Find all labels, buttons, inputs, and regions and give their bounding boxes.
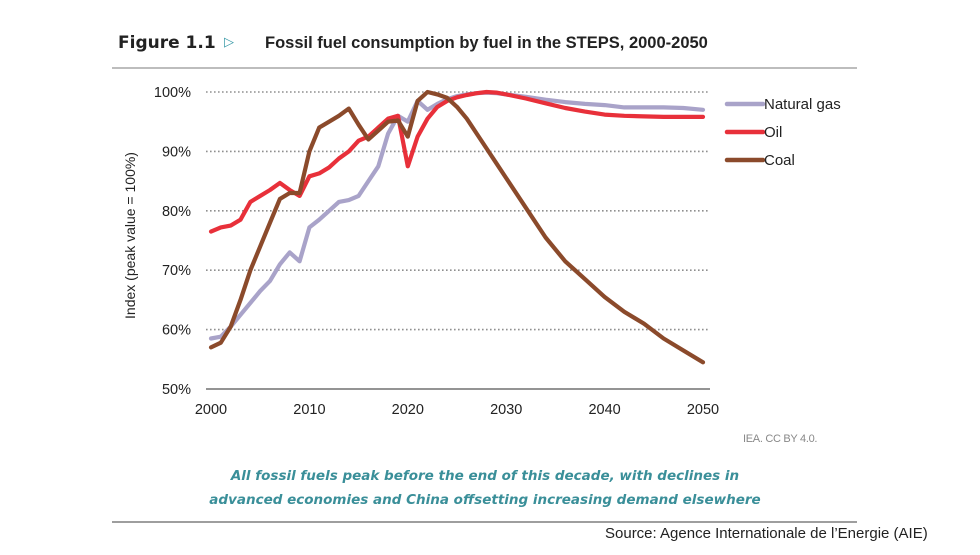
source-text: Source: Agence Internationale de l’Energ… [605, 525, 928, 542]
series-line-natural-gas [208, 90, 706, 341]
x-tick-label: 2020 [392, 402, 424, 418]
series-line-coal [208, 89, 706, 365]
x-tick-label: 2010 [293, 402, 325, 418]
y-tick-label: 90% [162, 144, 191, 160]
legend-label: Oil [764, 124, 782, 141]
y-tick-label: 100% [154, 85, 191, 101]
y-axis-ticks: 50% 60% 70% 80% 90% 100% [154, 85, 191, 398]
x-axis-ticks: 2000 2010 2020 2030 2040 2050 [195, 402, 719, 418]
caption-line-1: All fossil fuels peak before the end of … [230, 468, 740, 484]
x-tick-label: 2050 [687, 402, 719, 418]
x-tick-label: 2040 [588, 402, 620, 418]
caption-line-2: advanced economies and China offsetting … [209, 492, 761, 508]
top-divider [112, 67, 857, 69]
triangle-right-icon: ▷ [224, 35, 234, 50]
x-tick-label: 2030 [490, 402, 522, 418]
figure-title: Fossil fuel consumption by fuel in the S… [265, 34, 708, 52]
x-tick-label: 2000 [195, 402, 227, 418]
series-lines [208, 89, 706, 365]
credit-text: IEA. CC BY 4.0. [743, 433, 818, 445]
legend: Natural gas Oil Coal [724, 96, 841, 169]
y-tick-label: 70% [162, 263, 191, 279]
gridlines [206, 91, 710, 331]
y-tick-label: 60% [162, 323, 191, 339]
legend-label: Coal [764, 152, 795, 169]
bottom-divider [112, 521, 857, 523]
y-tick-label: 50% [162, 382, 191, 398]
y-axis-label: Index (peak value = 100%) [122, 152, 138, 319]
y-tick-label: 80% [162, 204, 191, 220]
legend-label: Natural gas [764, 96, 841, 113]
figure-label: Figure 1.1 [118, 33, 216, 53]
series-line-oil [208, 89, 706, 234]
